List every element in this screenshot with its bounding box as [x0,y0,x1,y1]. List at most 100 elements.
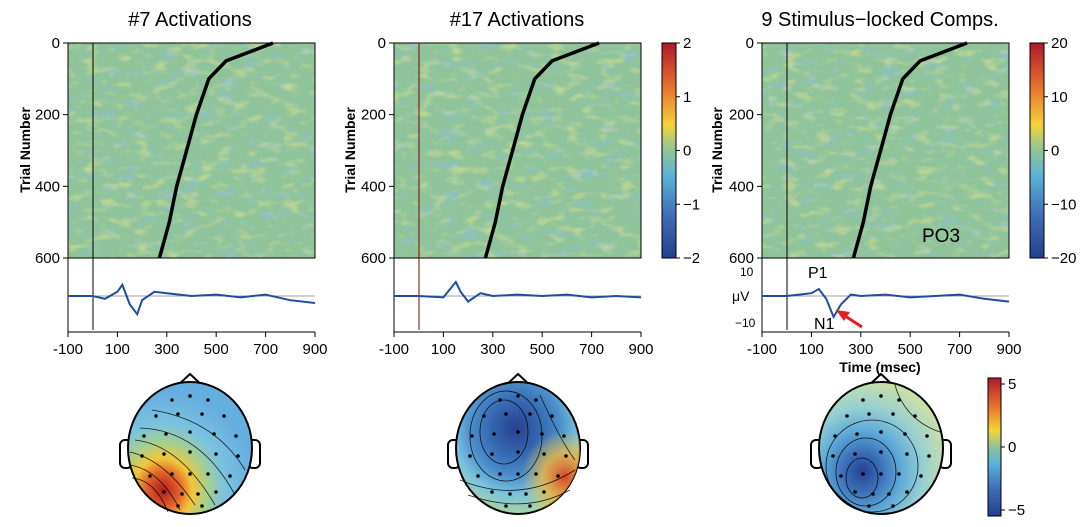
x-tick-label: 700 [253,341,278,358]
electrode-dot [867,504,871,508]
electrode-dot [833,434,837,438]
electrode-dot [855,432,859,436]
electrode-dot [925,434,929,438]
panel-2: #17 Activations Trial Number 0200400600 … [342,9,700,358]
electrode-dot [542,490,546,494]
electrode-dot [176,412,180,416]
panel-1-sort-curve [157,41,274,259]
panel-3-erp-tick-bottom: −10 [735,316,756,330]
y-tick-label: 200 [361,107,386,124]
electrode-dot [887,492,891,496]
electrode-dot [528,412,532,416]
panel-3-colorbar: 20 10 0 −10 −20 [1029,35,1076,267]
colorbar-tick-label: 0 [1008,439,1016,456]
panel-3-p1-label: P1 [808,265,828,282]
y-tick-label: 0 [746,35,754,52]
electrode-dot [188,450,192,454]
electrode-dot [188,394,192,398]
electrode-dot [490,490,494,494]
y-tick-label: 400 [729,178,754,195]
electrode-dot [162,452,166,456]
electrode-dot [542,452,546,456]
electrode-dot [504,412,508,416]
electrode-dot [564,454,568,458]
electrode-dot [214,490,218,494]
electrode-dot [556,474,560,478]
electrode-dot [508,492,512,496]
electrode-dot [154,414,158,418]
electrode-dot [212,432,216,436]
x-tick-label: 700 [579,341,604,358]
x-tick-label: 700 [947,341,972,358]
x-tick-label: 300 [480,341,505,358]
colorbar-tick-label: −2 [683,250,700,267]
electrode-dot [905,490,909,494]
colorbar-tick-label: 0 [683,143,691,160]
y-tick-label: 0 [52,35,60,52]
y-tick-label: 200 [35,107,60,124]
x-tick-label: 900 [302,341,327,358]
electrode-dot [897,398,901,402]
panel-3: 9 Stimulus−locked Comps. Trial Number PO… [709,9,1076,375]
colorbar-tick-label: 10 [1051,89,1068,106]
electrode-dot [476,474,480,478]
y-tick-label: 400 [361,178,386,195]
x-tick-label: 500 [898,341,923,358]
electrode-dot [188,430,192,434]
electrode-dot [516,472,520,476]
x-tick-label: 900 [628,341,653,358]
panel-3-channel-label: PO3 [922,226,960,247]
y-tick-label: 200 [729,107,754,124]
electrode-dot [470,434,474,438]
electrode-dot [188,472,192,476]
electrode-dot [534,472,538,476]
y-tick-label: 600 [35,250,60,267]
x-tick-label: -100 [747,341,777,358]
electrode-dot [142,434,146,438]
panel-1: #7 Activations Trial Number 0 200 400 600 -… [17,9,328,358]
panel-1-erp-trace [68,282,316,317]
electrode-dot [504,504,508,508]
scalp-map-3 [810,372,952,515]
electrode-dot [879,472,883,476]
electrode-dot [891,412,895,416]
electrode-dot [903,432,907,436]
panel-3-heatmap [761,42,1010,259]
panel-3-sort-curve [851,41,968,259]
electrode-dot [927,454,931,458]
panel-3-title: 9 Stimulus−locked Comps. [761,9,998,31]
colorbar-tick-label: −5 [1008,502,1025,519]
electrode-dot [492,432,496,436]
panel-3-xlabel: Time (msec) [839,359,920,375]
scalp-colorbar: 5 0 −5 [987,376,1025,519]
electrode-dot [498,472,502,476]
electrode-dot [164,432,168,436]
electrode-dot [550,414,554,418]
electrode-dot [897,472,901,476]
electrode-dot [234,434,238,438]
electrode-dot [170,472,174,476]
panel-3-erp-unit: μV [732,288,750,304]
panel-2-colorbar: 2 1 0 −1 −2 [661,35,700,267]
electrode-dot [498,398,502,402]
electrode-dot [140,454,144,458]
panel-1-ylabel: Trial Number [17,107,33,193]
electrode-dot [540,432,544,436]
x-tick-label: -100 [379,341,409,358]
electrode-dot [222,414,226,418]
x-tick-label: 900 [996,341,1021,358]
colorbar-tick-label: −1 [683,196,700,213]
electrode-dot [839,474,843,478]
electrode-dot [879,430,883,434]
colorbar-tick-label: 1 [683,89,691,106]
panel-3-ylabel: Trial Number [709,107,725,193]
panel-3-erp-tick-top: 10 [740,265,754,279]
electrode-dot [853,452,857,456]
panel-2-erp-trace [394,280,642,303]
x-tick-label: 100 [431,341,456,358]
electrode-dot [524,492,528,496]
electrode-dot [871,492,875,496]
colorbar-tick-label: 2 [683,35,691,52]
electrode-dot [180,492,184,496]
